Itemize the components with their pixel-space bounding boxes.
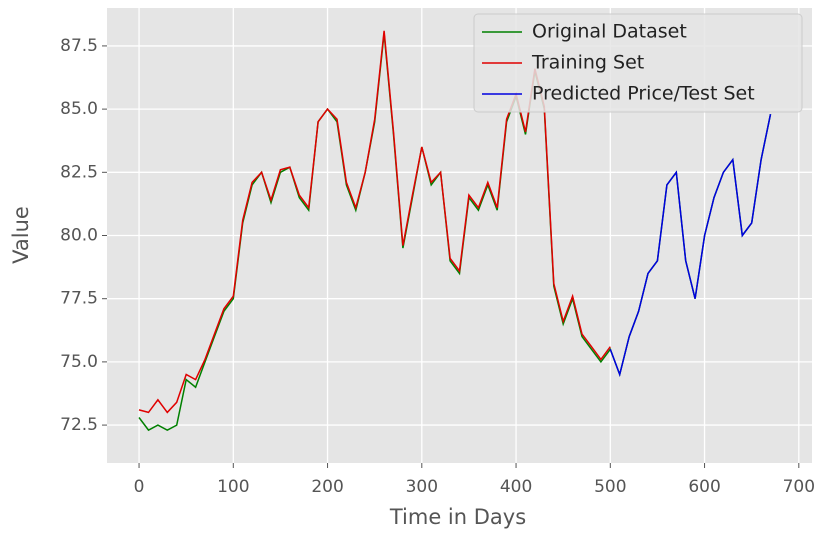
y-tick-label: 75.0 (60, 352, 98, 372)
y-tick-label: 87.5 (60, 36, 98, 56)
series-line (609, 114, 772, 378)
y-tick-label: 85.0 (60, 99, 98, 119)
legend-label: Original Dataset (532, 21, 687, 43)
x-axis-label: Time in Days (389, 505, 526, 529)
x-tick-label: 600 (688, 477, 720, 497)
y-tick-label: 80.0 (60, 226, 98, 246)
y-tick-label: 72.5 (60, 415, 98, 435)
y-axis-label: Value (9, 206, 33, 264)
y-tick-label: 82.5 (60, 162, 98, 182)
x-tick-label: 0 (134, 477, 145, 497)
x-tick-label: 700 (783, 477, 815, 497)
x-tick-label: 300 (406, 477, 438, 497)
x-tick-label: 200 (311, 477, 343, 497)
legend-box (473, 13, 803, 113)
legend-label: Predicted Price/Test Set (532, 83, 755, 105)
x-tick-label: 400 (500, 477, 532, 497)
x-tick-label: 100 (217, 477, 249, 497)
y-tick-label: 77.5 (60, 289, 98, 309)
x-tick-label: 500 (594, 477, 626, 497)
legend-label: Training Set (531, 52, 644, 74)
